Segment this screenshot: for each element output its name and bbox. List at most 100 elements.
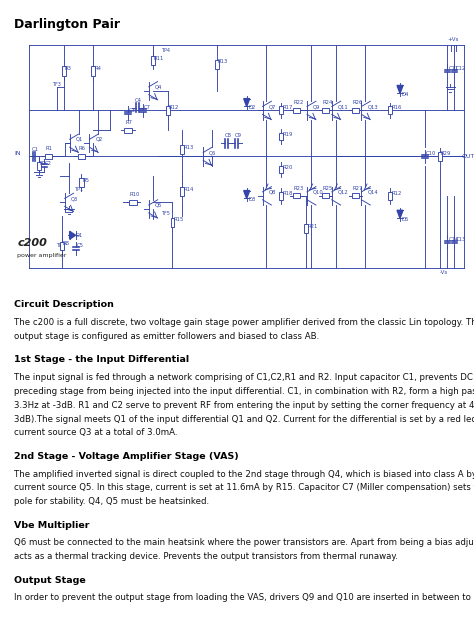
Bar <box>151 56 155 65</box>
Bar <box>279 106 283 114</box>
Text: R7: R7 <box>125 120 132 125</box>
Polygon shape <box>397 210 403 218</box>
Bar <box>322 193 329 198</box>
Bar <box>129 200 137 205</box>
Text: D5: D5 <box>402 217 410 222</box>
Text: R8: R8 <box>63 241 70 246</box>
Text: C2: C2 <box>45 161 52 166</box>
Text: Q2: Q2 <box>95 137 103 142</box>
Text: Circuit Description: Circuit Description <box>14 300 114 309</box>
Text: IN: IN <box>14 152 21 156</box>
Text: TP1: TP1 <box>73 187 82 192</box>
Text: c200: c200 <box>17 238 47 248</box>
Text: R13: R13 <box>218 59 228 64</box>
Bar <box>438 152 442 161</box>
Text: Darlington Pair: Darlington Pair <box>14 18 120 31</box>
Text: The c200 is a full discrete, two voltage gain stage power amplifier derived from: The c200 is a full discrete, two voltage… <box>14 318 474 327</box>
Text: TF5: TF5 <box>161 210 170 216</box>
Text: R20: R20 <box>283 164 292 169</box>
Bar <box>292 108 300 113</box>
Text: C10: C10 <box>426 152 436 156</box>
Text: current source Q5. In this stage, current is set at 11.6mA by R15. Capacitor C7 : current source Q5. In this stage, curren… <box>14 483 474 492</box>
Text: R19: R19 <box>283 131 292 137</box>
Text: R12: R12 <box>169 106 179 111</box>
Bar <box>352 193 359 198</box>
Text: Q7: Q7 <box>268 104 276 109</box>
Text: 3dB).The signal meets Q1 of the input differential Q1 and Q2. Current for the di: 3dB).The signal meets Q1 of the input di… <box>14 415 474 423</box>
Text: R13: R13 <box>183 145 193 150</box>
Bar <box>388 106 392 114</box>
Text: R2: R2 <box>40 161 47 166</box>
Text: R24: R24 <box>323 100 333 105</box>
Text: R25: R25 <box>323 186 333 191</box>
Text: Q1: Q1 <box>75 137 83 142</box>
Bar <box>322 108 329 113</box>
Text: power amplifier: power amplifier <box>17 253 66 258</box>
Polygon shape <box>397 85 403 94</box>
Text: 2nd Stage - Voltage Amplifier Stage (VAS): 2nd Stage - Voltage Amplifier Stage (VAS… <box>14 452 239 461</box>
Text: Q6 must be connected to the main heatsink where the power transistors are. Apart: Q6 must be connected to the main heatsin… <box>14 538 474 547</box>
Text: Q10: Q10 <box>313 190 324 195</box>
Text: C12: C12 <box>456 66 466 71</box>
Text: C5: C5 <box>76 243 83 248</box>
Text: pole for stability. Q4, Q5 must be heatsinked.: pole for stability. Q4, Q5 must be heats… <box>14 497 210 506</box>
Text: TP4: TP4 <box>161 47 170 52</box>
Text: TF3: TF3 <box>52 82 61 87</box>
Text: -Vs: -Vs <box>439 270 448 275</box>
Text: R27: R27 <box>353 186 363 191</box>
Text: R23: R23 <box>293 186 303 191</box>
Bar <box>181 145 184 154</box>
Text: D1: D1 <box>75 233 83 238</box>
Bar <box>60 242 64 250</box>
Text: The input signal is fed through a network comprising of C1,C2,R1 and R2. Input c: The input signal is fed through a networ… <box>14 373 474 382</box>
Text: current source Q3 at a total of 3.0mA.: current source Q3 at a total of 3.0mA. <box>14 428 178 437</box>
Text: C7: C7 <box>144 106 151 111</box>
Text: Q4: Q4 <box>155 85 162 89</box>
Text: R15: R15 <box>173 217 184 222</box>
Text: Q13: Q13 <box>367 104 378 109</box>
Text: TP2: TP2 <box>56 243 65 248</box>
Text: C4: C4 <box>135 97 142 102</box>
Bar <box>124 128 132 133</box>
Bar <box>181 187 184 197</box>
Text: R18: R18 <box>283 191 292 196</box>
Text: output stage is configured as emitter followers and biased to class AB.: output stage is configured as emitter fo… <box>14 332 319 341</box>
Bar <box>279 166 283 173</box>
Bar <box>171 217 174 227</box>
Text: Q9: Q9 <box>313 104 320 109</box>
Text: R11: R11 <box>154 56 164 61</box>
Text: In order to prevent the output stage from loading the VAS, drivers Q9 and Q10 ar: In order to prevent the output stage fro… <box>14 593 474 602</box>
Text: R21: R21 <box>307 224 318 229</box>
Bar <box>279 192 283 200</box>
Text: Q3: Q3 <box>71 196 78 201</box>
Text: Output Stage: Output Stage <box>14 576 86 585</box>
Text: Q11: Q11 <box>337 104 348 109</box>
Text: OUT: OUT <box>461 154 474 159</box>
Text: R17: R17 <box>283 106 292 111</box>
Polygon shape <box>244 99 250 106</box>
Polygon shape <box>244 191 250 198</box>
Bar <box>292 193 300 198</box>
Bar <box>79 178 84 187</box>
Text: Q14: Q14 <box>367 190 378 195</box>
Bar <box>215 60 219 69</box>
Text: R3: R3 <box>64 66 72 71</box>
Text: C14: C14 <box>448 237 459 242</box>
Bar <box>165 106 170 115</box>
Text: acts as a thermal tracking device. Prevents the output transistors from thermal : acts as a thermal tracking device. Preve… <box>14 552 398 561</box>
Text: C3: C3 <box>129 108 136 113</box>
Bar <box>62 66 66 76</box>
Text: R14: R14 <box>183 187 194 192</box>
Text: 1st Stage - the Input Differential: 1st Stage - the Input Differential <box>14 355 189 364</box>
Text: R29: R29 <box>440 152 451 156</box>
Text: R5: R5 <box>82 178 90 183</box>
Bar <box>352 108 359 113</box>
Text: C8: C8 <box>225 133 232 138</box>
Text: R22: R22 <box>293 100 303 105</box>
Text: D4: D4 <box>402 92 410 97</box>
Bar <box>279 133 283 140</box>
Text: 3.3Hz at -3dB. R1 and C2 serve to prevent RF from entering the input by setting : 3.3Hz at -3dB. R1 and C2 serve to preven… <box>14 401 474 410</box>
Text: R6: R6 <box>79 146 85 151</box>
Text: R10: R10 <box>130 192 140 197</box>
Text: Q12: Q12 <box>337 190 348 195</box>
